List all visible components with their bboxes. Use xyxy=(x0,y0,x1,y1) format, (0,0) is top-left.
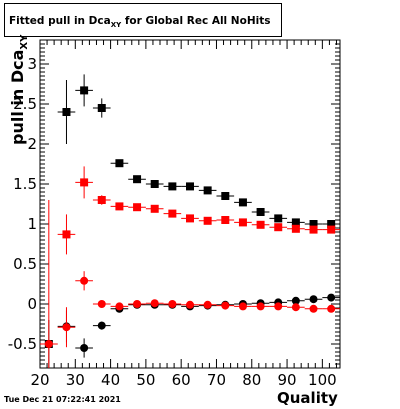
title-main: Fitted pull in Dca xyxy=(9,15,111,27)
data-point-square xyxy=(150,180,159,188)
data-point-square xyxy=(238,198,247,207)
data-point-circle xyxy=(168,300,177,308)
x-tick-label: 40 xyxy=(101,371,120,389)
data-point-circle xyxy=(97,300,106,308)
plot-title: Fitted pull in DcaXY for Global Rec All … xyxy=(9,15,270,29)
data-point-square xyxy=(309,220,318,228)
data-point-circle xyxy=(133,300,142,308)
y-tick-label: 2 xyxy=(27,135,37,153)
data-point-square xyxy=(327,225,336,234)
data-point-circle xyxy=(327,293,336,302)
data-point-circle xyxy=(291,303,300,312)
data-point-circle xyxy=(44,340,53,348)
y-tick-label: 1 xyxy=(27,215,37,233)
x-tick-label: 80 xyxy=(242,371,261,389)
y-tick-label: 1.5 xyxy=(13,175,37,193)
title-rest: for Global Rec All NoHits xyxy=(121,15,271,27)
data-point-square xyxy=(186,214,194,223)
data-point-circle xyxy=(238,302,247,311)
title-subscript: XY xyxy=(110,21,122,29)
x-tick-label: 90 xyxy=(278,371,297,389)
data-point-square xyxy=(274,223,283,232)
y-axis-label: pull in DcaXY xyxy=(8,35,30,145)
x-tick-label: 100 xyxy=(308,371,337,389)
data-point-circle xyxy=(256,302,265,311)
x-axis-label: Quality xyxy=(277,389,338,407)
data-point-square xyxy=(274,214,283,223)
data-point-square xyxy=(150,204,159,213)
data-point-square xyxy=(80,178,89,187)
data-point-circle xyxy=(221,301,230,310)
data-point-circle xyxy=(80,344,89,352)
data-point-square xyxy=(97,104,106,112)
data-point-square xyxy=(327,220,336,228)
data-point-square xyxy=(203,216,212,225)
data-point-circle xyxy=(186,300,194,309)
data-point-square xyxy=(133,203,142,212)
data-point-circle xyxy=(309,304,318,313)
data-point-square xyxy=(115,202,124,211)
data-point-square xyxy=(221,216,230,224)
data-point-circle xyxy=(291,296,300,305)
data-point-square xyxy=(256,208,265,216)
y-tick-label: 2.5 xyxy=(13,95,37,113)
data-point-circle xyxy=(115,302,124,311)
data-point-circle xyxy=(327,304,336,313)
y-axis-label-main: pull in Dca xyxy=(8,49,27,145)
y-tick-label: -0.5 xyxy=(8,335,37,353)
data-point-circle xyxy=(62,323,71,332)
data-point-square xyxy=(291,218,300,227)
y-tick-label: 0 xyxy=(27,295,37,313)
title-box: Fitted pull in DcaXY for Global Rec All … xyxy=(4,3,282,37)
x-tick-label: 60 xyxy=(172,371,191,389)
data-point-square xyxy=(186,182,194,191)
data-point-square xyxy=(133,175,142,184)
data-point-circle xyxy=(80,276,89,285)
x-tick-label: 20 xyxy=(30,371,49,389)
timestamp: Tue Dec 21 07:22:41 2021 xyxy=(4,395,121,404)
data-point-square xyxy=(256,220,265,229)
data-point-circle xyxy=(150,299,159,308)
x-tick-label: 30 xyxy=(66,371,85,389)
data-point-square xyxy=(115,159,124,168)
data-point-square xyxy=(291,224,300,233)
data-point-square xyxy=(203,186,212,195)
x-tick-label: 50 xyxy=(136,371,155,389)
y-tick-label: 3 xyxy=(27,55,37,73)
data-point-square xyxy=(221,192,230,200)
data-point-square xyxy=(62,230,71,239)
y-axis-label-subscript: XY xyxy=(19,34,30,50)
data-point-circle xyxy=(97,321,106,330)
data-point-circle xyxy=(309,295,318,304)
data-point-square xyxy=(238,218,247,227)
data-point-square xyxy=(168,182,177,191)
data-point-square xyxy=(309,225,318,234)
data-point-circle xyxy=(274,302,283,311)
data-point-square xyxy=(97,196,106,204)
data-point-square xyxy=(62,108,71,116)
x-tick-label: 70 xyxy=(207,371,226,389)
data-point-square xyxy=(168,209,177,218)
data-point-square xyxy=(80,86,89,95)
y-tick-label: 0.5 xyxy=(13,255,37,273)
data-point-circle xyxy=(203,300,212,309)
